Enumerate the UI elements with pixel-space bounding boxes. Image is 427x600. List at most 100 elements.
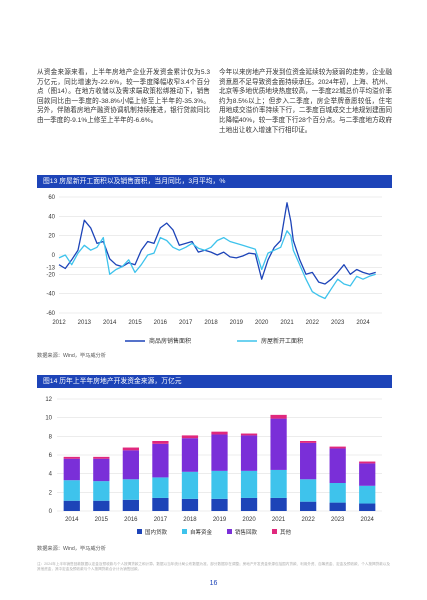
legend-swatch-3: [227, 529, 232, 534]
legend-label-2: 自筹资金: [190, 528, 213, 536]
bar-segment-2: [240, 470, 258, 498]
bar-segment-2: [152, 477, 169, 498]
paragraph-left: 从资金来源来看，上半年房地产企业开发资金累计仅为5.3万亿元，同比增速为-22.…: [37, 69, 210, 124]
bar-segment-2: [122, 479, 139, 500]
x-tick-label: 2018: [183, 517, 197, 523]
y-tick-label: 0: [52, 253, 56, 259]
bar-segment-2: [181, 471, 199, 499]
page-number: 16: [209, 580, 218, 587]
bar-segment-4: [63, 456, 80, 459]
bar-segment-3: [152, 443, 169, 478]
x-tick-label: 2016: [154, 320, 168, 326]
bar-segment-1: [181, 498, 199, 511]
legend-label-1: 国内贷款: [145, 528, 168, 536]
x-tick-label: 2024: [356, 320, 370, 326]
legend-label-2: 房屋新开工面积: [261, 337, 303, 345]
x-tick-label: 2016: [124, 517, 138, 523]
x-tick-label: 2022: [301, 517, 315, 523]
legend-label-4: 其他: [280, 528, 292, 536]
y-tick-label: 40: [48, 214, 55, 220]
bar-segment-4: [93, 456, 110, 459]
bar-segment-4: [300, 441, 317, 443]
legend-label-3: 销售回款: [235, 528, 258, 536]
bar-segment-1: [270, 497, 287, 511]
x-tick-label: 2023: [331, 517, 345, 523]
x-tick-label: 2017: [179, 320, 193, 326]
bar-segment-1: [300, 501, 317, 511]
series-line-1: [58, 202, 376, 285]
legend-label-1: 商品房销售面积: [149, 337, 191, 345]
bar-segment-1: [329, 502, 346, 511]
y-tick-label: 8: [49, 434, 53, 440]
bar-segment-4: [211, 431, 228, 435]
y-tick-label: 12: [45, 397, 52, 403]
chart1-source: 数据来源：Wind，毕马威分析: [37, 353, 106, 359]
bar-segment-2: [300, 479, 317, 502]
y-tick-label: -60: [46, 311, 55, 317]
x-tick-label: 2015: [95, 517, 109, 523]
bar-segment-2: [93, 481, 110, 501]
x-tick-label: 2012: [52, 320, 66, 326]
bar-segment-2: [359, 485, 376, 504]
series-line-2: [58, 230, 376, 300]
bar-segment-4: [122, 447, 139, 451]
y-tick-label: 20: [48, 234, 55, 240]
y-tick-label: 2: [49, 490, 53, 496]
bar-segment-4: [270, 414, 287, 419]
bar-segment-3: [93, 458, 110, 482]
bar-segment-3: [122, 450, 139, 480]
x-tick-label: 2021: [272, 517, 286, 523]
bar-segment-1: [152, 497, 169, 511]
y-tick-label: -13: [46, 266, 55, 272]
bar-segment-3: [240, 435, 258, 471]
x-tick-label: 2018: [204, 320, 218, 326]
bar-segment-3: [63, 458, 80, 481]
bar-segment-3: [359, 463, 376, 486]
x-tick-label: 2020: [255, 320, 269, 326]
bar-segment-2: [211, 470, 228, 499]
bar-segment-4: [181, 435, 199, 439]
footnote: 注：2024年上半年销售回款数据以定金及预收款与个人按揭贷款之和计算。数据以当年…: [37, 562, 390, 571]
x-tick-label: 2013: [78, 320, 92, 326]
bar-segment-4: [152, 441, 169, 444]
bar-segment-4: [240, 433, 258, 436]
bar-segment-1: [359, 503, 376, 511]
legend-swatch-2: [182, 529, 187, 534]
legend-swatch-4: [272, 529, 277, 534]
bar-segment-2: [63, 480, 80, 501]
x-tick-label: 2014: [65, 517, 79, 523]
y-tick-label: 60: [48, 195, 55, 201]
chart2-title: 图14 历年上半年房地产开发资金来源，万亿元: [37, 375, 392, 388]
y-tick-label: 10: [45, 416, 52, 422]
bar-segment-1: [240, 497, 258, 511]
x-tick-label: 2019: [230, 320, 244, 326]
chart1-title: 图13 房屋新开工面积以及销售面积，当月同比，3月平均，%: [37, 175, 392, 188]
bar-segment-2: [270, 469, 287, 498]
bar-segment-1: [63, 500, 80, 511]
bar-segment-1: [122, 499, 139, 511]
chart1-line-chart: 60 40 20 0 -13-20 -40 -60 2012 2013 2014 2015 2016 2…: [46, 195, 382, 345]
x-tick-label: 2020: [242, 517, 256, 523]
y-tick-label: 0: [49, 509, 53, 515]
y-tick-label: 6: [49, 453, 53, 459]
x-tick-label: 2019: [213, 517, 227, 523]
x-tick-label: 2017: [154, 517, 168, 523]
chart2-stacked-bar-chart: 0 2 4 6 8 10 12 2014 2015 2016 2017 2018 2019 2020 202…: [45, 397, 382, 536]
y-tick-label: -20: [46, 272, 55, 278]
legend-swatch-1: [137, 529, 142, 534]
bar-segment-1: [211, 498, 228, 511]
bar-segment-4: [359, 461, 376, 464]
bar-segment-1: [93, 500, 110, 511]
bar-segment-3: [329, 448, 346, 483]
x-tick-label: 2023: [331, 320, 345, 326]
bar-segment-4: [329, 446, 346, 449]
bar-segment-3: [300, 442, 317, 480]
x-tick-label: 2021: [280, 320, 294, 326]
x-tick-label: 2015: [128, 320, 142, 326]
bar-segment-3: [211, 434, 228, 471]
chart2-source: 数据来源：Wind，毕马威分析: [37, 546, 106, 552]
y-tick-label: 4: [49, 472, 53, 478]
paragraph-right: 今年以来房地产开发到位资金延续较为疲弱的走势，企业融资意愿不足导致资金面持续承压…: [219, 69, 392, 134]
y-tick-label: -40: [46, 292, 55, 298]
bar-segment-2: [329, 483, 346, 503]
